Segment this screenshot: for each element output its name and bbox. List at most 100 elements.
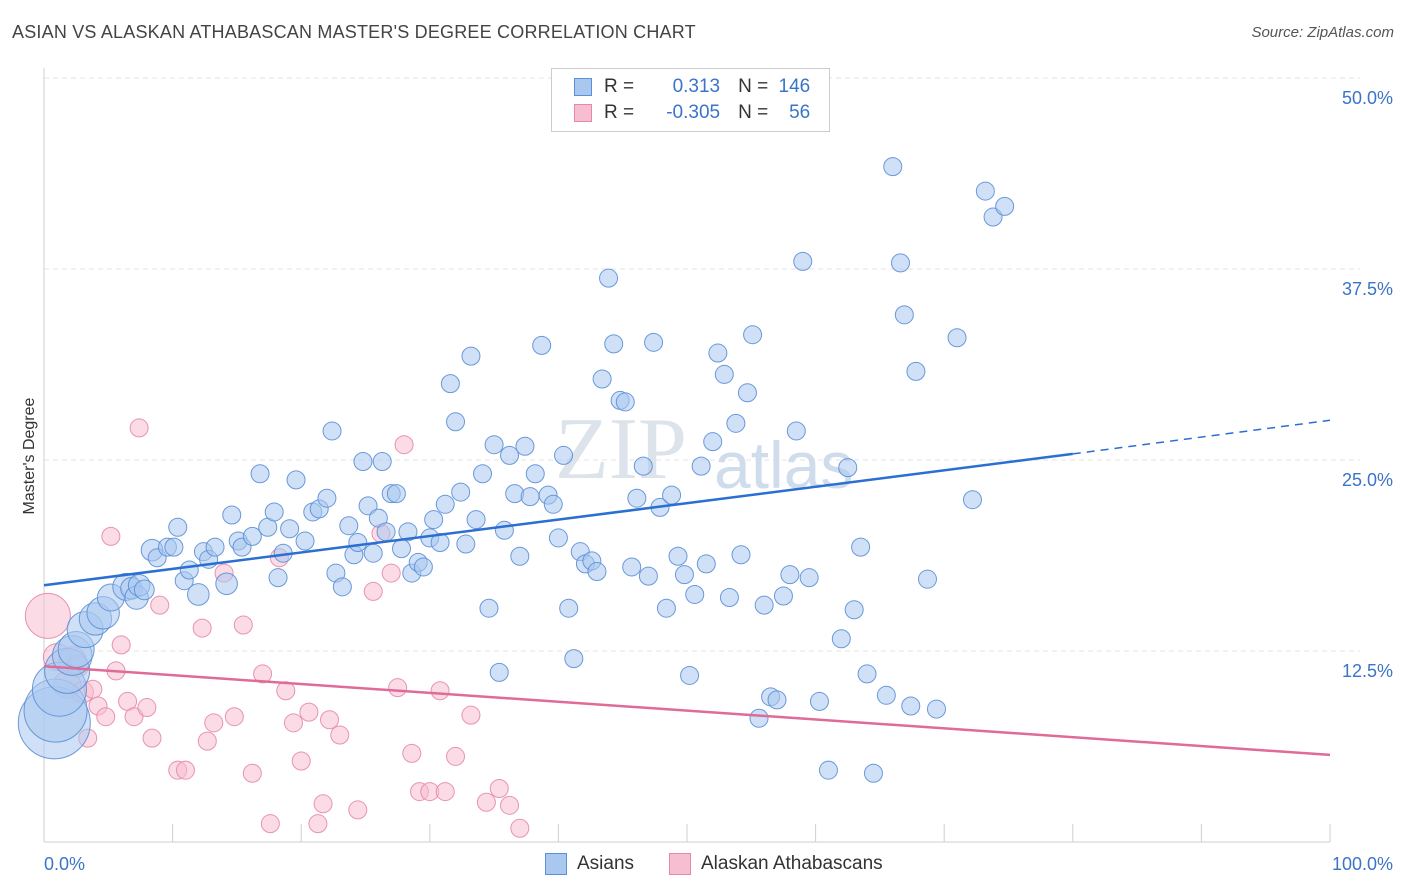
asian-point bbox=[392, 539, 412, 559]
asian-point bbox=[749, 708, 769, 728]
asian-point bbox=[890, 253, 910, 273]
asian-point bbox=[215, 572, 238, 596]
asian-point bbox=[615, 392, 635, 412]
asian-point bbox=[883, 157, 903, 177]
asian-point bbox=[638, 566, 658, 586]
asian-point bbox=[376, 522, 396, 542]
alaskan-point bbox=[233, 615, 253, 635]
legend-r-label: R = bbox=[604, 76, 635, 97]
asian-point bbox=[358, 496, 378, 516]
asian-point bbox=[479, 598, 499, 618]
asian-point bbox=[489, 662, 509, 682]
asian-point bbox=[494, 520, 514, 540]
asian-point bbox=[696, 554, 716, 574]
asian-point bbox=[780, 565, 800, 585]
alaskan-point bbox=[101, 526, 121, 546]
asian-point bbox=[754, 595, 774, 615]
y-tick-labels: 12.5% 25.0% 37.5% 50.0% bbox=[1342, 88, 1393, 681]
alaskan-point bbox=[175, 760, 195, 780]
alaskan-point bbox=[430, 681, 450, 701]
asian-point bbox=[838, 458, 858, 478]
asian-point bbox=[484, 435, 504, 455]
asian-point bbox=[515, 436, 535, 456]
alaskan-point bbox=[253, 664, 273, 684]
asian-point bbox=[844, 600, 864, 620]
legend-n-value-alaskan: 56 bbox=[789, 102, 811, 123]
alaskan-point bbox=[137, 698, 157, 718]
alaskan-point bbox=[242, 763, 262, 783]
asian-point bbox=[962, 490, 982, 510]
alaskan-point bbox=[476, 792, 496, 812]
asian-point bbox=[440, 374, 460, 394]
asian-point bbox=[633, 456, 653, 476]
trend-lines bbox=[43, 419, 1331, 757]
asian-point bbox=[901, 696, 921, 716]
asian-point bbox=[975, 181, 995, 201]
asian-point bbox=[680, 665, 700, 685]
legend-r-value-alaskan: -0.305 bbox=[666, 102, 721, 123]
asian-point bbox=[543, 494, 563, 514]
asian-point bbox=[264, 502, 284, 522]
asian-point bbox=[322, 421, 342, 441]
asian-point bbox=[250, 464, 270, 484]
alaskan-point bbox=[291, 751, 311, 771]
asian-point bbox=[187, 583, 210, 606]
asian-point bbox=[353, 452, 373, 472]
asian-point bbox=[332, 577, 352, 597]
alaskan-point bbox=[299, 702, 319, 722]
y-axis-label: Master's Degree bbox=[21, 397, 38, 514]
asian-point bbox=[627, 488, 647, 508]
alaskan-point bbox=[150, 595, 170, 615]
alaskan-point bbox=[142, 728, 162, 748]
alaskan-point bbox=[330, 725, 350, 745]
alaskan-point bbox=[224, 707, 244, 727]
legend-row-alaskan: R = -0.305 N = 56 bbox=[574, 100, 810, 126]
asian-point bbox=[786, 421, 806, 441]
alaskan-point bbox=[510, 818, 530, 838]
asian-point bbox=[164, 537, 184, 557]
bottom-legend-asians: Asians bbox=[545, 851, 634, 877]
asian-point bbox=[818, 760, 838, 780]
asian-point bbox=[644, 332, 664, 352]
asian-point bbox=[295, 531, 315, 551]
asian-point bbox=[674, 565, 694, 585]
watermark: ZIP atlas bbox=[555, 401, 853, 502]
asian-point bbox=[719, 588, 739, 608]
asian-point bbox=[168, 517, 188, 537]
asian-point bbox=[446, 412, 466, 432]
asian-point bbox=[831, 629, 851, 649]
asian-point bbox=[456, 534, 476, 554]
asian-point bbox=[737, 383, 757, 403]
asian-point bbox=[708, 343, 728, 363]
alaskan-point bbox=[500, 795, 520, 815]
alaskan-point bbox=[348, 800, 368, 820]
asian-point bbox=[604, 334, 624, 354]
alaskan-point bbox=[435, 782, 455, 802]
asian-point bbox=[339, 516, 359, 536]
alaskan-point bbox=[402, 743, 422, 763]
asian-point bbox=[559, 598, 579, 618]
asian-point bbox=[451, 482, 471, 502]
asian-point bbox=[286, 470, 306, 490]
legend-r-value-asians: 0.313 bbox=[672, 76, 721, 97]
asian-point bbox=[947, 328, 967, 348]
asian-point bbox=[461, 346, 481, 366]
asian-point bbox=[413, 557, 433, 577]
alaskan-point bbox=[260, 814, 280, 834]
asian-point bbox=[525, 464, 545, 484]
asian-point bbox=[280, 519, 300, 539]
asian-point bbox=[926, 699, 946, 719]
y-tick-label: 25.0% bbox=[1342, 470, 1393, 490]
alaskan-point bbox=[308, 814, 328, 834]
asian-point bbox=[222, 505, 242, 525]
asian-point bbox=[857, 664, 877, 684]
alaskan-point bbox=[388, 678, 408, 698]
y-tick-label: 50.0% bbox=[1342, 88, 1393, 108]
y-tick-label: 37.5% bbox=[1342, 279, 1393, 299]
asian-point bbox=[894, 305, 914, 325]
legend-swatch-asians bbox=[574, 78, 592, 96]
asian-point bbox=[731, 545, 751, 565]
asian-point bbox=[348, 533, 368, 553]
asian-point bbox=[767, 690, 787, 710]
